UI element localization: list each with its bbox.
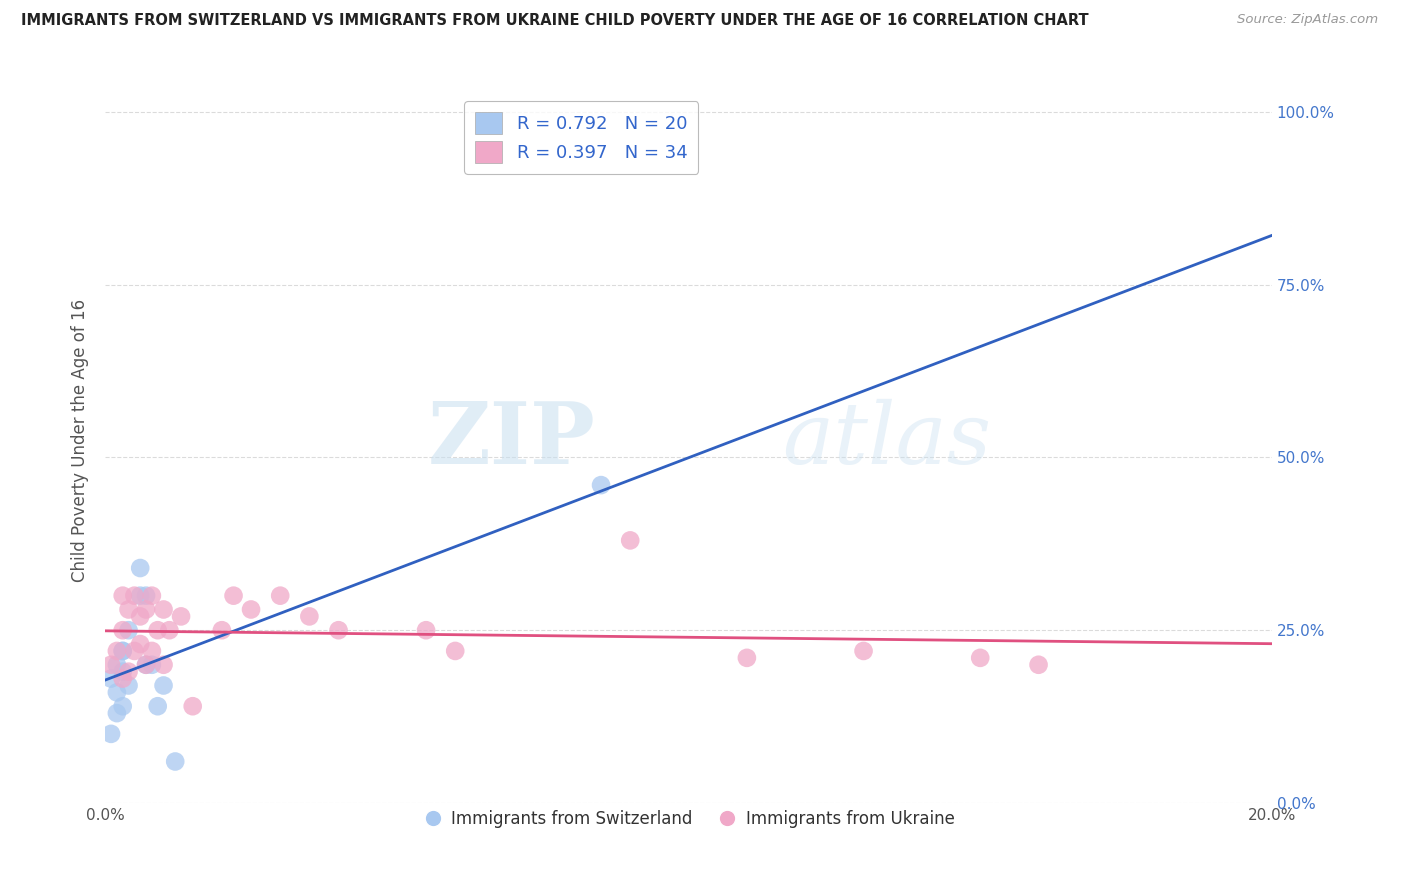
Point — [111, 665, 134, 679]
Point — [1028, 657, 1050, 672]
Point — [170, 609, 193, 624]
Point — [146, 699, 169, 714]
Point — [105, 685, 128, 699]
Legend: Immigrants from Switzerland, Immigrants from Ukraine: Immigrants from Switzerland, Immigrants … — [416, 803, 962, 835]
Point — [141, 644, 163, 658]
Point — [589, 478, 612, 492]
Point — [619, 533, 641, 548]
Point — [100, 657, 122, 672]
Point — [165, 755, 187, 769]
Text: atlas: atlas — [782, 399, 991, 482]
Y-axis label: Child Poverty Under the Age of 16: Child Poverty Under the Age of 16 — [72, 299, 89, 582]
Point — [105, 657, 128, 672]
Point — [117, 602, 139, 616]
Point — [117, 665, 139, 679]
Point — [124, 589, 146, 603]
Point — [100, 727, 122, 741]
Point — [415, 624, 437, 638]
Point — [298, 609, 321, 624]
Point — [117, 624, 139, 638]
Point — [100, 672, 122, 686]
Point — [146, 624, 169, 638]
Point — [124, 644, 146, 658]
Point — [111, 699, 134, 714]
Text: Source: ZipAtlas.com: Source: ZipAtlas.com — [1237, 13, 1378, 27]
Point — [969, 651, 991, 665]
Point — [129, 609, 152, 624]
Point — [129, 637, 152, 651]
Point — [105, 644, 128, 658]
Text: ZIP: ZIP — [427, 398, 595, 483]
Point — [129, 561, 152, 575]
Point — [111, 672, 134, 686]
Point — [105, 706, 128, 720]
Point — [735, 651, 758, 665]
Point — [328, 624, 350, 638]
Point — [117, 678, 139, 692]
Point — [141, 657, 163, 672]
Point — [152, 678, 174, 692]
Point — [152, 657, 174, 672]
Point — [135, 602, 157, 616]
Point — [222, 589, 245, 603]
Point — [111, 644, 134, 658]
Point — [240, 602, 263, 616]
Point — [852, 644, 875, 658]
Point — [135, 589, 157, 603]
Point — [111, 589, 134, 603]
Point — [135, 657, 157, 672]
Point — [181, 699, 204, 714]
Point — [129, 589, 152, 603]
Point — [269, 589, 291, 603]
Point — [157, 624, 180, 638]
Point — [111, 624, 134, 638]
Point — [141, 589, 163, 603]
Point — [135, 657, 157, 672]
Point — [444, 644, 467, 658]
Point — [111, 644, 134, 658]
Point — [152, 602, 174, 616]
Point — [211, 624, 233, 638]
Text: IMMIGRANTS FROM SWITZERLAND VS IMMIGRANTS FROM UKRAINE CHILD POVERTY UNDER THE A: IMMIGRANTS FROM SWITZERLAND VS IMMIGRANT… — [21, 13, 1088, 29]
